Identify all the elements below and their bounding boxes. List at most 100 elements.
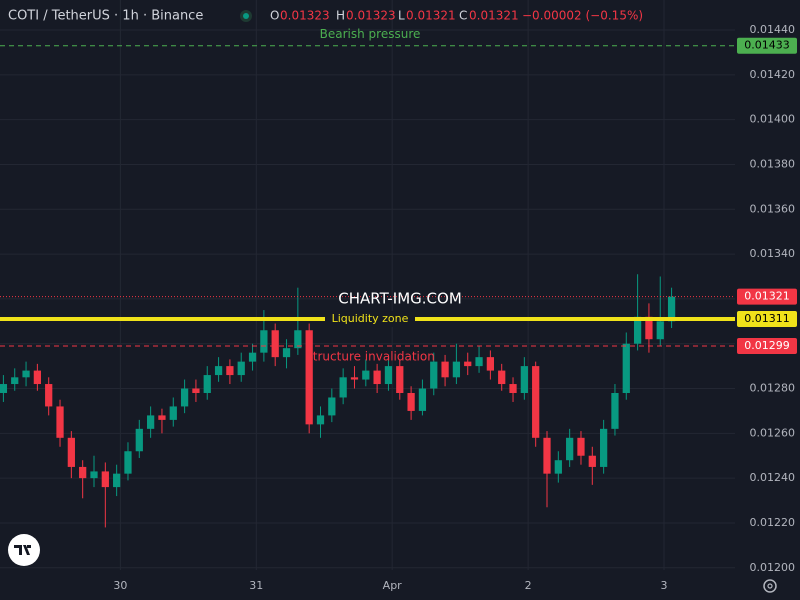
- candle-body: [237, 361, 245, 376]
- candle-body: [101, 471, 109, 488]
- candle-body: [475, 357, 483, 367]
- candle-body: [248, 352, 257, 362]
- price-label-box: [737, 37, 797, 54]
- candle-body: [271, 330, 279, 358]
- candle-body: [611, 392, 619, 429]
- y-tick-label: 0.01220: [750, 516, 796, 529]
- candle-body: [11, 377, 19, 385]
- level-label: Bearish pressure: [320, 27, 421, 41]
- y-tick-label: 0.01240: [750, 471, 796, 484]
- price-label-box: [737, 288, 797, 305]
- candle-body: [373, 370, 381, 385]
- candle-body: [33, 370, 41, 385]
- candle-body: [45, 384, 53, 407]
- low-label: L: [398, 9, 405, 23]
- price-label: 0.01311: [744, 312, 790, 325]
- level-label: Structure invalidation: [305, 349, 435, 363]
- candle-body: [328, 397, 336, 416]
- plot: [0, 274, 676, 528]
- overlay: 0.01433 Bearish pressure 0.01311 Liquidity …: [0, 27, 797, 363]
- y-tick-label: 0.01400: [750, 113, 796, 126]
- candle-body: [407, 392, 415, 411]
- y-tick-label: 0.01360: [750, 202, 796, 215]
- candle-body: [147, 415, 155, 429]
- candle-body: [169, 406, 177, 420]
- candle-body: [22, 370, 30, 378]
- candle-body: [113, 473, 121, 488]
- candle-body: [90, 471, 98, 479]
- candle-body: [441, 361, 449, 378]
- x-tick-label: 2: [525, 579, 532, 592]
- candle-body: [464, 361, 472, 367]
- watermark: CHART-IMG.COM: [338, 290, 462, 308]
- tv-logo: [8, 534, 40, 566]
- candle-body: [350, 377, 359, 380]
- candle-body: [418, 388, 427, 411]
- open-label: O: [270, 9, 279, 23]
- status-dot: [243, 13, 249, 19]
- settings-icon[interactable]: [763, 579, 777, 593]
- x-tick-label: 3: [660, 579, 667, 592]
- high-value: 0.01323: [346, 9, 396, 23]
- y-tick-label: 0.01420: [750, 68, 796, 81]
- candle-body: [656, 321, 664, 340]
- candle-body: [509, 384, 517, 393]
- candle-body: [214, 366, 223, 376]
- close-value: 0.01321: [469, 9, 519, 23]
- change: −0.00002 (−0.15%): [522, 9, 643, 23]
- candle-body: [226, 366, 234, 376]
- candle-body: [588, 455, 596, 467]
- y-tick-label: 0.01280: [750, 382, 796, 395]
- high-label: H: [336, 9, 345, 23]
- candle-body: [566, 437, 574, 461]
- candle-body: [135, 428, 143, 452]
- y-tick-label: 0.01440: [750, 23, 796, 36]
- y-tick-label: 0.01340: [750, 247, 796, 260]
- candle-body: [645, 316, 653, 340]
- y-tick-label: 0.01380: [750, 157, 796, 170]
- level-label: Liquidity zone: [332, 312, 409, 325]
- price-label: 0.01433: [744, 39, 790, 52]
- candle-body: [600, 428, 608, 467]
- open-value: 0.01323: [280, 9, 330, 23]
- price-label-box: [737, 337, 797, 354]
- candle-body: [79, 466, 87, 479]
- candle-body: [192, 388, 200, 393]
- x-tick-label: 30: [113, 579, 127, 592]
- candle-body: [158, 415, 166, 420]
- candle-body: [316, 415, 325, 425]
- candle-body: [56, 406, 64, 438]
- candle-body: [622, 343, 630, 393]
- candle-body: [520, 366, 528, 393]
- candle-body: [498, 370, 506, 385]
- candle-body: [452, 361, 461, 378]
- candle-body: [633, 316, 642, 344]
- candle-body: [532, 366, 540, 438]
- candle-body: [203, 375, 211, 393]
- candle-body: [486, 357, 495, 371]
- candle-body: [180, 388, 189, 407]
- y-tick-label: 0.01260: [750, 426, 796, 439]
- candle-body: [667, 296, 676, 322]
- candle-body: [554, 460, 562, 474]
- candle-body: [543, 437, 551, 474]
- candle-body: [577, 437, 585, 456]
- symbol: COTI / TetherUS · 1h · Binance: [8, 9, 203, 24]
- candle-body: [0, 384, 8, 393]
- y-tick-label: 0.01200: [750, 561, 796, 574]
- low-value: 0.01321: [406, 9, 456, 23]
- x-tick-label: Apr: [383, 579, 403, 592]
- candle-body: [305, 330, 313, 425]
- close-label: C: [459, 9, 467, 23]
- candle-body: [339, 377, 347, 398]
- candle-body: [124, 451, 132, 474]
- candle-body: [260, 330, 268, 353]
- candle-body: [362, 370, 370, 380]
- candle-body: [67, 437, 75, 467]
- candle-body: [396, 366, 404, 393]
- candle-body: [384, 366, 393, 385]
